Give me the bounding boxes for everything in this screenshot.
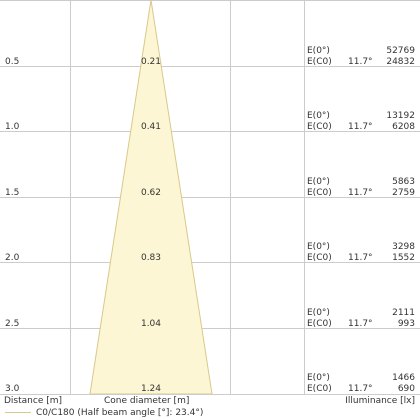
angle-label: 11.7° [348,319,373,329]
ec0-value: 690 [397,384,415,394]
ec0-label: E(C0) [307,188,332,198]
distance-label: 1.0 [5,122,20,132]
angle-label: 11.7° [348,188,373,198]
e0-value: 3298 [392,242,415,252]
ec0-value: 993 [397,319,415,329]
cone-diameter-label: 0.62 [140,188,162,198]
legend-swatch [5,412,31,413]
distance-label: 2.0 [5,253,20,263]
distance-label: 3.0 [5,384,20,394]
illuminance-header: Illuminance [lx] [345,396,415,406]
ec0-value: 6208 [392,122,415,132]
e0-label: E(0°) [307,46,330,56]
diameter-header: Cone diameter [m] [104,396,190,406]
cone-diameter-label: 0.21 [140,57,162,67]
ec0-value: 24832 [386,57,415,67]
angle-label: 11.7° [348,122,373,132]
ec0-label: E(C0) [307,57,332,67]
ec0-label: E(C0) [307,319,332,329]
e0-value: 5863 [392,177,415,187]
legend-label: C0/C180 (Half beam angle [°]: 23.4°) [36,408,204,418]
e0-value: 2111 [392,308,415,318]
cone-diameter-label: 0.83 [140,253,162,263]
e0-label: E(0°) [307,177,330,187]
e0-label: E(0°) [307,373,330,383]
cone-diameter-label: 0.41 [140,122,162,132]
distance-label: 0.5 [5,57,20,67]
ec0-value: 1552 [392,253,415,263]
angle-label: 11.7° [348,253,373,263]
distance-label: 1.5 [5,188,20,198]
ec0-label: E(C0) [307,122,332,132]
e0-value: 13192 [386,111,415,121]
angle-label: 11.7° [348,57,373,67]
e0-label: E(0°) [307,242,330,252]
ec0-label: E(C0) [307,253,332,263]
distance-header: Distance [m] [4,396,63,406]
e0-label: E(0°) [307,111,330,121]
ec0-label: E(C0) [307,384,332,394]
ec0-value: 2759 [392,188,415,198]
e0-value: 52769 [386,46,415,56]
distance-label: 2.5 [5,319,20,329]
cone-diameter-label: 1.24 [140,384,162,394]
e0-value: 1466 [392,373,415,383]
cone-diameter-label: 1.04 [140,319,162,329]
grid-lines [0,66,420,329]
angle-label: 11.7° [348,384,373,394]
e0-label: E(0°) [307,308,330,318]
